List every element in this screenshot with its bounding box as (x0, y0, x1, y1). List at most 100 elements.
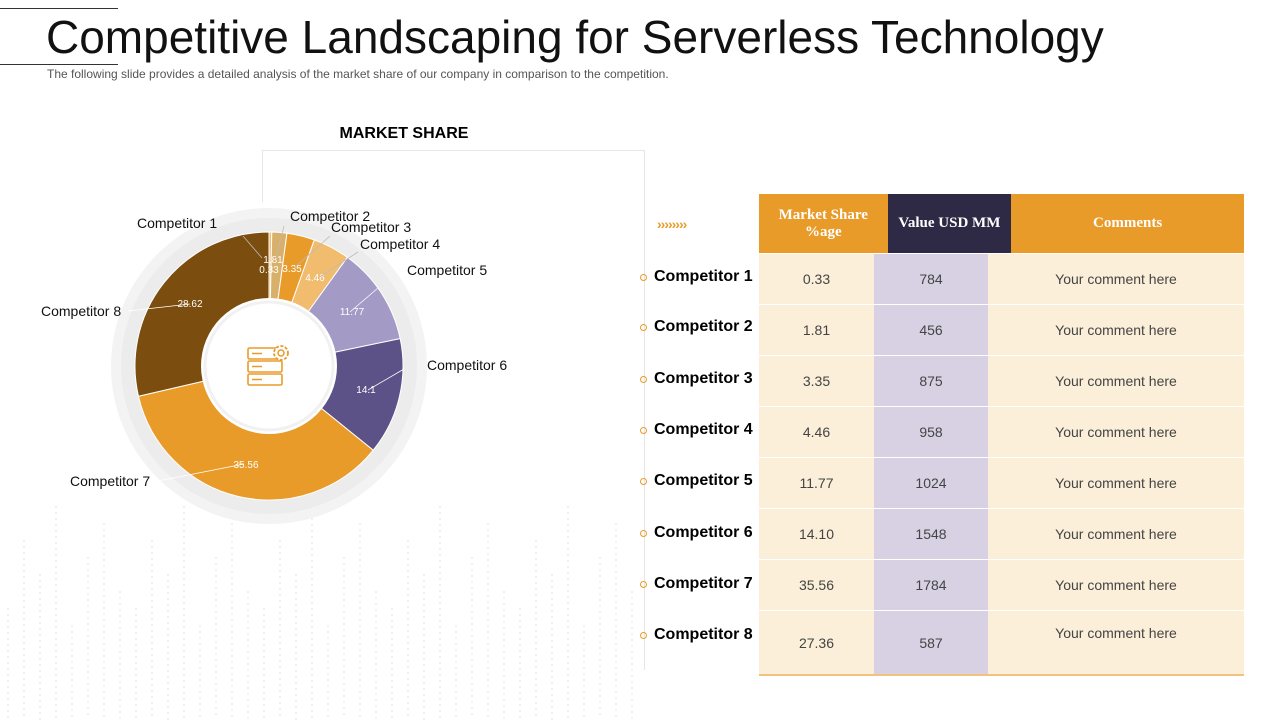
slice-value-label: 14.1 (356, 385, 376, 396)
background-dot (183, 644, 185, 646)
background-dot (279, 606, 281, 608)
background-dot (103, 667, 105, 669)
background-dot (359, 577, 361, 579)
background-dot (487, 583, 489, 585)
category-label: Competitor 6 (427, 357, 507, 373)
background-dot (439, 512, 441, 514)
background-dot (279, 618, 281, 620)
competitor-row-label: Competitor 2 (640, 318, 753, 336)
background-dot (119, 645, 121, 647)
background-dot (567, 692, 569, 694)
background-dot (567, 596, 569, 598)
background-dot (39, 598, 41, 600)
background-dot (359, 709, 361, 711)
background-dot (407, 702, 409, 704)
background-dot (359, 637, 361, 639)
background-dot (327, 697, 329, 699)
background-dot (471, 581, 473, 583)
background-dot (583, 679, 585, 681)
background-dot (599, 605, 601, 607)
background-dot (151, 576, 153, 578)
background-dot (487, 661, 489, 663)
background-dot (615, 679, 617, 681)
background-dot (615, 691, 617, 693)
background-dot (135, 716, 137, 718)
background-dot (263, 704, 265, 706)
page-title: Competitive Landscaping for Serverless T… (46, 11, 1104, 63)
background-dot (39, 694, 41, 696)
background-dot (343, 695, 345, 697)
background-dot (615, 685, 617, 687)
background-dot (567, 536, 569, 538)
background-dot (135, 632, 137, 634)
slice-value-label: 0.33 (259, 265, 279, 276)
background-dot (311, 662, 313, 664)
background-dot (439, 548, 441, 550)
background-dot (391, 650, 393, 652)
background-dot (87, 689, 89, 691)
background-dot (471, 557, 473, 559)
background-dot (39, 580, 41, 582)
background-dot (423, 616, 425, 618)
background-dot (119, 615, 121, 617)
cell-comment: Your comment here (988, 356, 1244, 406)
background-dot (279, 708, 281, 710)
background-dot (359, 649, 361, 651)
background-dot (535, 600, 537, 602)
background-dot (151, 654, 153, 656)
background-dot (631, 717, 633, 719)
background-dot (631, 699, 633, 701)
background-dot (279, 714, 281, 716)
background-dot (519, 650, 521, 652)
background-dot (135, 608, 137, 610)
background-dot (103, 583, 105, 585)
background-dot (359, 655, 361, 657)
background-dot (455, 649, 457, 651)
background-dot (135, 698, 137, 700)
background-dot (23, 612, 25, 614)
background-dot (567, 518, 569, 520)
background-dot (343, 557, 345, 559)
background-dot (519, 668, 521, 670)
background-dot (391, 716, 393, 718)
background-dot (119, 657, 121, 659)
background-dot (7, 656, 9, 658)
background-dot (103, 607, 105, 609)
background-dot (103, 613, 105, 615)
background-dot (279, 684, 281, 686)
background-dot (391, 686, 393, 688)
background-dot (455, 691, 457, 693)
background-dot (407, 624, 409, 626)
background-dot (87, 599, 89, 601)
background-dot (471, 647, 473, 649)
background-dot (583, 715, 585, 717)
background-dot (55, 608, 57, 610)
slice-value-label: 11.77 (340, 307, 365, 318)
background-dot (231, 709, 233, 711)
cell-comment: Your comment here (988, 560, 1244, 610)
background-dot (423, 610, 425, 612)
background-dot (631, 609, 633, 611)
table-row: 3.35 875 Your comment here (759, 355, 1244, 406)
background-dot (567, 608, 569, 610)
background-dot (247, 693, 249, 695)
background-dot (263, 662, 265, 664)
background-dot (23, 678, 25, 680)
competitor-row-label: Competitor 4 (640, 421, 753, 439)
background-dot (599, 689, 601, 691)
background-dot (471, 569, 473, 571)
background-dot (503, 699, 505, 701)
background-dot (359, 571, 361, 573)
background-dot (231, 601, 233, 603)
background-dot (423, 682, 425, 684)
background-dot (359, 589, 361, 591)
background-dot (247, 669, 249, 671)
background-dot (311, 554, 313, 556)
background-dot (567, 524, 569, 526)
background-dot (375, 675, 377, 677)
background-dot (359, 535, 361, 537)
background-dot (487, 649, 489, 651)
background-dot (23, 708, 25, 710)
background-dot (39, 658, 41, 660)
background-dot (519, 608, 521, 610)
